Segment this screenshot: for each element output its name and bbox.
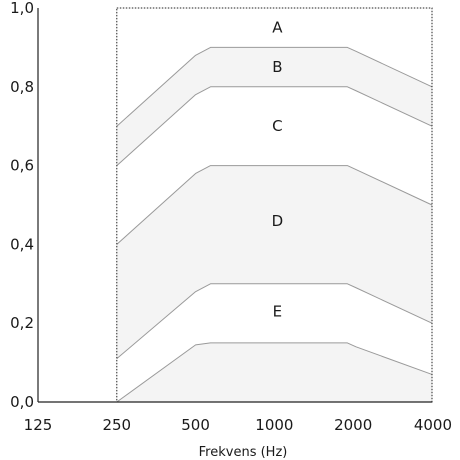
y-tick-label: 0,0 [10, 393, 34, 411]
y-tick-label: 0,8 [10, 78, 34, 96]
x-tick-label: 125 [24, 416, 53, 434]
shaded-band-3 [116, 342, 433, 402]
boundary-curve-4 [116, 283, 433, 360]
x-tick-label: 2000 [334, 416, 372, 434]
boundary-curve-5 [116, 342, 433, 403]
x-tick-label: 4000 [414, 416, 452, 434]
region-label-b: B [272, 58, 282, 76]
x-tick-label: 250 [102, 416, 131, 434]
x-axis-title: Frekvens (Hz) [199, 445, 288, 460]
shaded-band-1 [116, 47, 433, 166]
region-labels: A B C D E [272, 19, 284, 321]
boundary-curve-3 [116, 165, 433, 245]
dotted-frame [116, 7, 433, 403]
y-tick-label: 0,6 [10, 157, 34, 175]
boundary-curve-1 [116, 46, 433, 127]
x-tick-label: 1000 [255, 416, 293, 434]
y-tick-label: 0,4 [10, 235, 34, 253]
region-label-e: E [273, 302, 282, 320]
y-tick-label: 0,2 [10, 314, 34, 332]
shaded-bands [116, 47, 433, 402]
region-label-c: C [272, 117, 282, 135]
boundary-curve-2 [116, 86, 433, 166]
region-label-a: A [272, 19, 283, 37]
shaded-band-2 [116, 165, 433, 359]
tick-labels: 0,0 0,2 0,4 0,6 0,8 1,0 125 250 500 1000 2000 4000 [10, 0, 452, 434]
x-tick-label: 500 [181, 416, 210, 434]
axes [37, 8, 432, 403]
y-tick-label: 1,0 [10, 0, 34, 17]
region-label-d: D [272, 212, 284, 230]
boundary-curves [116, 46, 433, 403]
